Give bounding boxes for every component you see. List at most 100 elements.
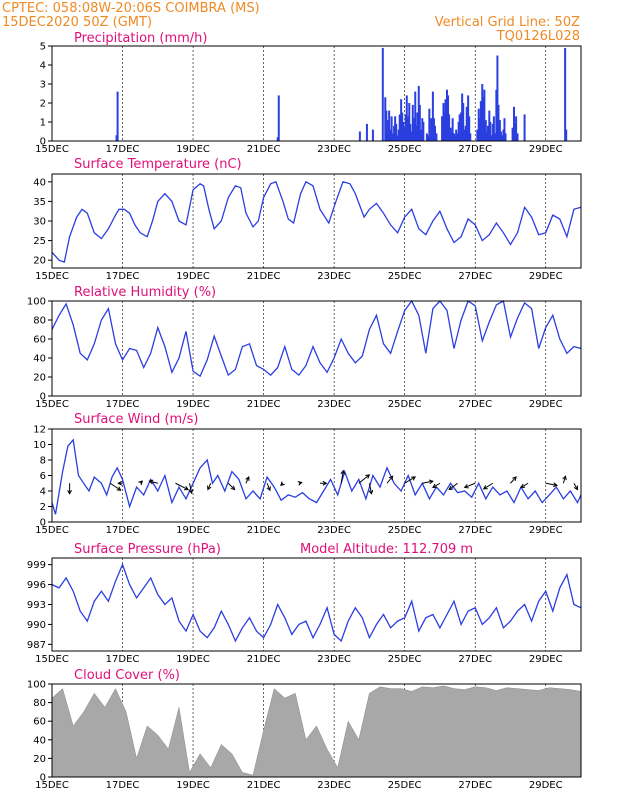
precip-bar bbox=[411, 104, 414, 141]
precip-bar bbox=[381, 47, 384, 141]
wind-vector-arrowhead bbox=[520, 483, 526, 488]
precip-bar bbox=[454, 135, 457, 141]
precip-bar bbox=[442, 103, 445, 141]
precip-bar bbox=[432, 118, 435, 141]
precip-bar bbox=[115, 135, 118, 141]
precip-bar bbox=[461, 93, 464, 141]
rh-x-tick-label: 15DEC bbox=[35, 399, 69, 410]
wind-x-tick-label: 19DEC bbox=[176, 525, 210, 536]
wind-vector-arrowhead bbox=[188, 489, 194, 495]
precip-x-tick-label: 29DEC bbox=[529, 144, 563, 155]
precip-bar bbox=[468, 116, 471, 141]
cloud-y-tick-label: 20 bbox=[33, 754, 46, 765]
precip-bar bbox=[385, 110, 388, 141]
precip-bar bbox=[479, 101, 482, 141]
wind-vector-arrow bbox=[483, 482, 494, 490]
temp-plot-frame bbox=[51, 173, 582, 269]
precip-bar bbox=[409, 123, 412, 141]
wind-vector-arrow bbox=[422, 480, 433, 484]
wind-vector-arrow bbox=[227, 482, 235, 490]
wind-vector-arrow bbox=[510, 476, 517, 484]
wind-vector-arrowhead bbox=[432, 483, 437, 488]
precip-bar bbox=[469, 133, 472, 141]
precip-bar bbox=[514, 123, 517, 141]
precip-bar bbox=[465, 106, 468, 141]
precip-bar bbox=[476, 129, 479, 141]
wind-x-tick-label: 27DEC bbox=[458, 525, 492, 536]
wind-panel: Surface Wind (m/s) 15DEC 17DEC 19DEC 21DEC 2… bbox=[33, 412, 582, 536]
rh-plot-frame bbox=[51, 300, 582, 397]
precip-bar bbox=[412, 118, 415, 141]
wind-vector-arrow bbox=[175, 482, 189, 490]
precip-bar bbox=[388, 110, 391, 141]
precip-bar bbox=[455, 129, 458, 141]
precip-bar bbox=[396, 135, 399, 141]
precip-bar bbox=[486, 125, 489, 141]
precip-bar bbox=[430, 118, 433, 141]
rh-y-tick-label: 60 bbox=[33, 335, 46, 346]
precip-bar bbox=[443, 112, 446, 141]
precip-bar bbox=[565, 129, 568, 141]
wind-vector-arrow bbox=[448, 482, 458, 490]
precip-bar bbox=[405, 95, 408, 141]
precip-bar bbox=[564, 47, 567, 141]
wind-x-tick-label: 23DEC bbox=[317, 525, 351, 536]
precip-bar bbox=[410, 131, 413, 141]
wind-vector-arrowhead bbox=[340, 469, 346, 475]
precip-bar bbox=[384, 97, 387, 141]
pressure-panel: Surface Pressure (hPa) Model Altitude: 1… bbox=[27, 542, 582, 665]
wind-vector-arrowhead bbox=[117, 480, 123, 486]
precip-bar bbox=[422, 122, 425, 141]
precip-bar bbox=[365, 123, 368, 141]
pressure-x-tick-label: 25DEC bbox=[388, 654, 422, 665]
temp-x-tick-label: 21DEC bbox=[247, 271, 281, 282]
precip-bar bbox=[484, 120, 487, 141]
pressure-y-tick-label: 999 bbox=[27, 560, 46, 571]
precip-bar bbox=[450, 131, 453, 141]
wind-vector-arrow bbox=[520, 482, 529, 488]
temp-y-tick-label: 35 bbox=[33, 197, 46, 208]
pressure-y-tick-label: 990 bbox=[27, 620, 46, 631]
header-grid-note: Vertical Grid Line: 50Z bbox=[435, 15, 580, 30]
precip-bar bbox=[395, 123, 398, 141]
cloud-x-tick-label: 19DEC bbox=[176, 780, 210, 791]
precip-bar bbox=[490, 135, 493, 141]
wind-x-tick-label: 25DEC bbox=[388, 525, 422, 536]
wind-vector-arrow bbox=[545, 482, 558, 486]
precip-bar bbox=[400, 99, 403, 141]
wind-vector-arrowhead bbox=[463, 484, 469, 489]
precip-bar bbox=[504, 133, 507, 141]
precip-bar bbox=[458, 114, 461, 141]
temp-x-tick-label: 15DEC bbox=[35, 271, 69, 282]
precip-bar bbox=[477, 108, 480, 141]
precip-y-tick-label: 5 bbox=[40, 42, 46, 53]
wind-vector-arrowhead bbox=[411, 476, 417, 481]
wind-vector-arrowhead bbox=[67, 489, 72, 495]
wind-vector-arrow bbox=[245, 476, 250, 484]
precip-bar bbox=[478, 118, 481, 141]
precip-y-tick-label: 4 bbox=[40, 61, 46, 72]
wind-vector-arrowhead bbox=[245, 475, 250, 481]
precip-bar bbox=[358, 131, 361, 141]
precip-bar bbox=[371, 129, 374, 141]
temp-series-line bbox=[51, 180, 582, 263]
cloud-y-tick-label: 80 bbox=[33, 698, 46, 709]
temp-y-tick-label: 20 bbox=[33, 256, 46, 267]
precip-bar bbox=[441, 116, 444, 141]
precip-x-tick-label: 21DEC bbox=[247, 144, 281, 155]
wind-vector-arrowhead bbox=[552, 482, 558, 488]
precip-bar bbox=[501, 135, 504, 141]
precip-x-tick-label: 23DEC bbox=[317, 144, 351, 155]
temp-y-tick-label: 30 bbox=[33, 217, 46, 228]
precip-bar bbox=[431, 91, 434, 141]
pressure-y-tick-label: 996 bbox=[27, 580, 46, 591]
cloud-y-tick-label: 0 bbox=[40, 773, 46, 784]
precip-bar bbox=[417, 85, 420, 141]
precip-bar bbox=[523, 114, 526, 141]
precip-bar bbox=[416, 112, 419, 141]
precip-bar bbox=[403, 127, 406, 141]
cloud-cover-area bbox=[51, 685, 582, 778]
pressure-plot-frame bbox=[51, 557, 582, 652]
wind-x-tick-label: 21DEC bbox=[247, 525, 281, 536]
